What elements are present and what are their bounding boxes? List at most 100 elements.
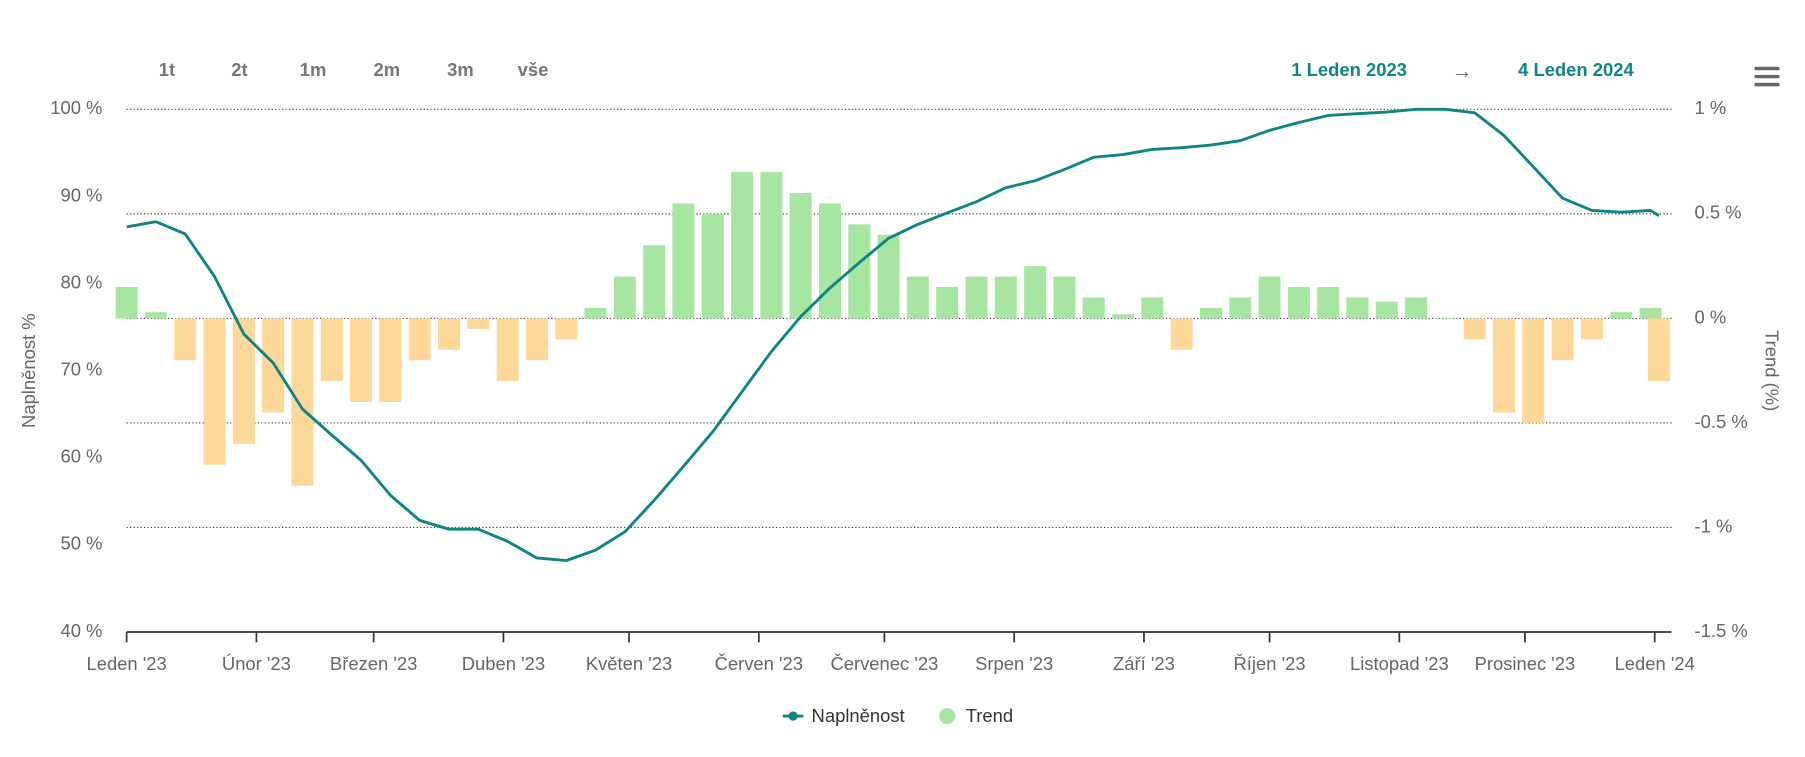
x-tick-label: Leden '24	[1615, 653, 1695, 674]
range-from[interactable]: 1 Leden 2023	[1291, 59, 1407, 80]
bar	[936, 287, 959, 319]
y-tick-label: 40 %	[60, 620, 102, 641]
bar	[1580, 318, 1603, 340]
bar	[1610, 312, 1633, 319]
range-button[interactable]: 1m	[300, 59, 327, 80]
bar	[144, 312, 167, 319]
bar	[1639, 307, 1662, 319]
bar	[1317, 287, 1340, 319]
x-tick-label: Listopad '23	[1350, 653, 1449, 674]
y2-axis-title: Trend (%)	[1762, 330, 1783, 411]
legend-item[interactable]: Naplněnost	[782, 705, 905, 726]
bar	[965, 276, 988, 319]
line	[126, 107, 1660, 563]
bar	[496, 318, 519, 382]
lines	[126, 107, 1660, 563]
y-tick-label: 80 %	[60, 271, 102, 292]
bar	[467, 318, 490, 329]
x-tick-label: Únor '23	[222, 653, 291, 674]
bar	[1112, 314, 1135, 319]
legend-marker	[788, 711, 798, 721]
legend: Naplněnost Trend	[782, 705, 1013, 726]
y2-tick-label: -1 %	[1694, 515, 1732, 536]
x-tick-label: Prosinec '23	[1475, 653, 1576, 674]
bar	[320, 318, 343, 382]
y-tick-label: 100 %	[50, 97, 102, 118]
bar	[1346, 297, 1369, 319]
y-tick-label: 90 %	[60, 184, 102, 205]
bar	[408, 318, 431, 361]
bar	[760, 172, 783, 319]
y2-tick-label: 0.5 %	[1694, 202, 1741, 223]
bar	[1405, 297, 1428, 319]
y-tick-label: 60 %	[60, 446, 102, 467]
bar	[1141, 297, 1164, 319]
x-tick-label: Leden '23	[86, 653, 166, 674]
bar	[1170, 318, 1193, 350]
bar	[731, 172, 754, 319]
y2-tick-label: 1 %	[1694, 97, 1726, 118]
x-tick-label: Duben '23	[462, 653, 545, 674]
bar	[1551, 318, 1574, 361]
bar	[818, 203, 841, 319]
bar	[1493, 318, 1515, 413]
x-tick-label: Březen '23	[330, 653, 417, 674]
y-tick-label: 70 %	[60, 359, 102, 380]
bar	[672, 203, 695, 319]
bar	[906, 276, 929, 319]
bar	[613, 276, 636, 319]
x-tick-label: Září '23	[1113, 653, 1175, 674]
bar	[232, 318, 255, 444]
legend-marker	[939, 707, 956, 725]
bar	[584, 307, 607, 319]
bar	[174, 318, 197, 361]
range-to[interactable]: 4 Leden 2024	[1518, 59, 1634, 80]
bar	[115, 287, 138, 319]
bar	[1199, 307, 1222, 319]
x-tick-label: Červenec '23	[830, 653, 938, 674]
bar	[701, 213, 724, 319]
bar	[1082, 297, 1105, 319]
y2-tick-label: -0.5 %	[1694, 411, 1747, 432]
bar	[438, 318, 460, 350]
bar	[1434, 318, 1457, 319]
y2-tick-label: 0 %	[1694, 306, 1726, 327]
bar	[555, 318, 578, 340]
y2-tick-label: -1.5 %	[1694, 620, 1747, 641]
range-button[interactable]: vše	[518, 59, 549, 80]
bar	[1522, 318, 1545, 423]
range-button[interactable]: 2m	[373, 59, 400, 80]
menu-icon[interactable]	[1754, 66, 1780, 87]
x-tick-label: Květen '23	[586, 653, 672, 674]
range-button[interactable]: 2t	[231, 59, 247, 80]
bar	[1647, 318, 1670, 382]
range-button[interactable]: 3m	[447, 59, 474, 80]
bar	[350, 318, 373, 403]
bar	[848, 224, 871, 319]
bar	[1053, 276, 1076, 319]
legend-label: Naplněnost	[812, 705, 905, 726]
x-tick-label: Červen '23	[715, 653, 803, 674]
x-tick-label: Říjen '23	[1234, 653, 1306, 674]
y-tick-label: 50 %	[60, 533, 102, 554]
bar	[1287, 287, 1310, 319]
bar	[789, 192, 812, 319]
bar	[291, 318, 314, 486]
legend-item[interactable]: Trend	[939, 705, 1013, 726]
bar	[1229, 297, 1252, 319]
bar	[203, 318, 226, 465]
bar	[877, 234, 900, 319]
bar	[1024, 266, 1047, 319]
bar	[1375, 301, 1398, 319]
bar	[525, 318, 548, 361]
bar	[994, 276, 1017, 319]
legend-label: Trend	[966, 705, 1013, 726]
y-axis-title: Naplněnost %	[18, 313, 39, 428]
bar	[1258, 276, 1281, 319]
range-arrow: →	[1452, 60, 1473, 83]
bars	[115, 172, 1670, 486]
bar	[1463, 318, 1486, 340]
range-button[interactable]: 1t	[159, 59, 175, 80]
bar	[379, 318, 402, 403]
